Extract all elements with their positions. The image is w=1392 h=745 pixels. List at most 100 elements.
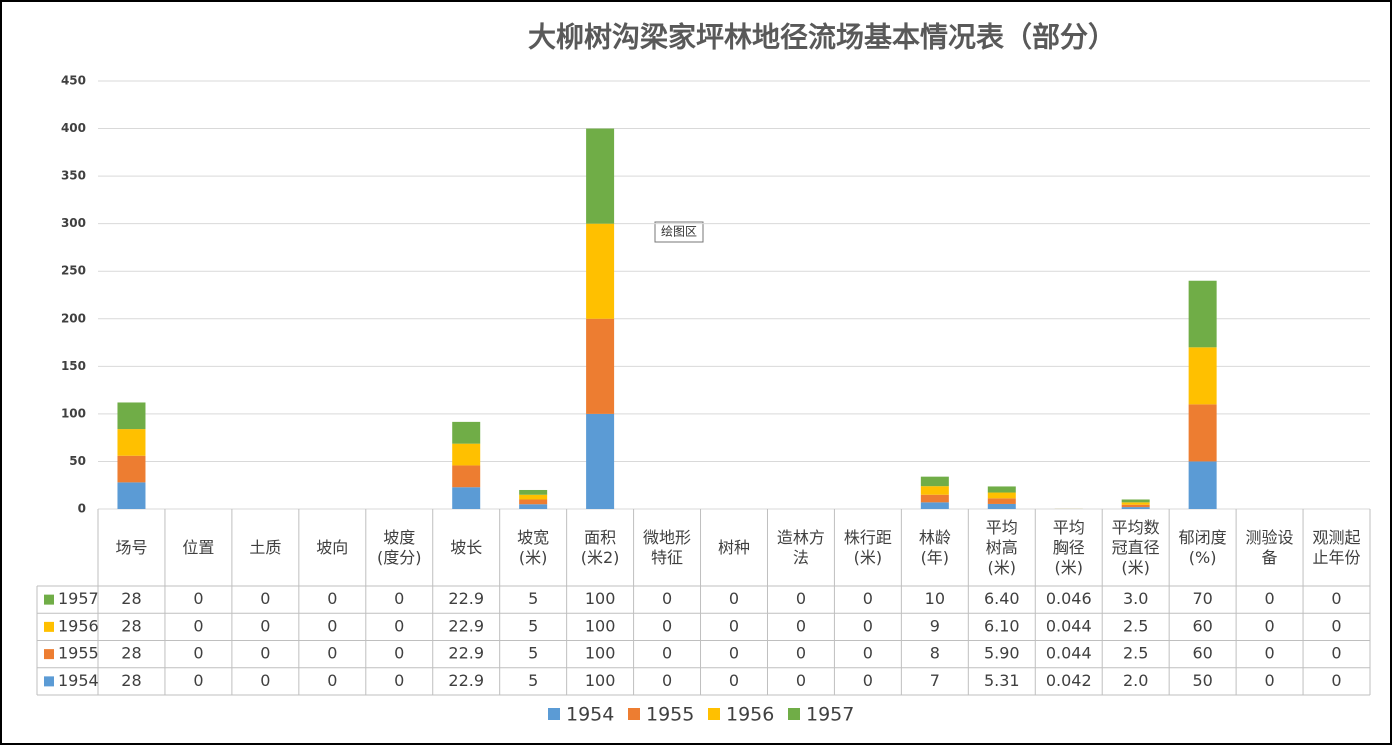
table-cell: 100 xyxy=(585,589,616,608)
bar xyxy=(519,504,548,509)
table-cell: 0 xyxy=(1331,589,1341,608)
bar xyxy=(452,443,481,466)
table-cell: 5.90 xyxy=(984,644,1020,663)
table-cell: 0 xyxy=(662,616,672,635)
category-label: 郁闭度 (%) xyxy=(1178,527,1227,567)
table-legend-key xyxy=(44,594,54,605)
category-label: 土质 xyxy=(249,537,282,557)
category-label: 造林方 法 xyxy=(776,527,825,567)
legend-key xyxy=(628,708,640,720)
table-cell: 0.044 xyxy=(1046,644,1092,663)
table-cell: 0 xyxy=(796,589,806,608)
bar xyxy=(987,498,1016,504)
table-cell: 50 xyxy=(1192,671,1212,690)
table-cell: 0 xyxy=(193,589,203,608)
table-cell: 0 xyxy=(394,589,404,608)
category-label: 平均 胸径 (米) xyxy=(1052,517,1085,577)
table-cell: 0 xyxy=(1264,616,1274,635)
category-label: 坡度 (度分) xyxy=(377,527,422,567)
bar xyxy=(1188,461,1217,509)
table-cell: 22.9 xyxy=(448,644,484,663)
table-cell: 8 xyxy=(930,644,940,663)
table-cell: 0 xyxy=(729,644,739,663)
table-cell: 60 xyxy=(1192,644,1212,663)
table-cell: 0 xyxy=(394,671,404,690)
table-cell: 28 xyxy=(121,671,141,690)
table-cell: 100 xyxy=(585,644,616,663)
table-cell: 5 xyxy=(528,616,538,635)
table-series-label: 1957 xyxy=(58,589,99,608)
bar xyxy=(1121,507,1150,509)
table-cell: 0 xyxy=(193,644,203,663)
table-cell: 0 xyxy=(1264,589,1274,608)
bar xyxy=(987,486,1016,493)
bar xyxy=(117,455,146,483)
table-cell: 2.5 xyxy=(1123,616,1148,635)
table-cell: 0 xyxy=(394,644,404,663)
bar xyxy=(452,487,481,509)
y-tick-label: 200 xyxy=(61,311,86,325)
bar xyxy=(920,494,949,503)
bar xyxy=(519,489,548,495)
y-tick-label: 150 xyxy=(61,359,86,373)
bar xyxy=(987,492,1016,499)
table-cell: 0.044 xyxy=(1046,616,1092,635)
y-tick-label: 50 xyxy=(69,454,86,468)
bar xyxy=(452,465,481,488)
y-tick-label: 450 xyxy=(61,74,86,88)
tooltip: 绘图区 xyxy=(661,224,697,239)
bar xyxy=(586,128,615,224)
bar xyxy=(1121,504,1150,508)
table-cell: 5.31 xyxy=(984,671,1020,690)
bar xyxy=(1188,347,1217,405)
category-label: 平均 树高 (米) xyxy=(985,517,1018,577)
table-cell: 0 xyxy=(1331,644,1341,663)
y-tick-label: 350 xyxy=(61,169,86,183)
table-cell: 28 xyxy=(121,644,141,663)
legend-key xyxy=(548,708,560,720)
table-cell: 0 xyxy=(662,644,672,663)
table-cell: 22.9 xyxy=(448,616,484,635)
category-label: 树种 xyxy=(717,537,750,557)
category-label: 测验设 备 xyxy=(1245,527,1294,567)
category-label: 观测起 止年份 xyxy=(1312,527,1361,567)
table-cell: 60 xyxy=(1192,616,1212,635)
category-label: 坡向 xyxy=(316,537,349,557)
y-tick-label: 250 xyxy=(61,264,86,278)
category-label: 微地形 特征 xyxy=(643,527,692,567)
table-cell: 0 xyxy=(327,671,337,690)
table-cell: 28 xyxy=(121,616,141,635)
table-cell: 22.9 xyxy=(448,589,484,608)
bar xyxy=(1188,280,1217,348)
table-cell: 100 xyxy=(585,671,616,690)
bar xyxy=(117,402,146,430)
bar xyxy=(920,476,949,487)
table-cell: 0 xyxy=(1264,644,1274,663)
bar xyxy=(117,482,146,509)
table-cell: 5 xyxy=(528,589,538,608)
table-cell: 0.046 xyxy=(1046,589,1092,608)
bar xyxy=(920,486,949,495)
table-cell: 0 xyxy=(193,616,203,635)
table-cell: 7 xyxy=(930,671,940,690)
legend-key xyxy=(788,708,800,720)
table-cell: 0 xyxy=(662,671,672,690)
table-cell: 0 xyxy=(729,671,739,690)
table-cell: 6.40 xyxy=(984,589,1020,608)
table-cell: 0 xyxy=(327,589,337,608)
table-cell: 5 xyxy=(528,644,538,663)
table-cell: 28 xyxy=(121,589,141,608)
table-legend-key xyxy=(44,621,54,632)
table-cell: 2.5 xyxy=(1123,644,1148,663)
y-tick-label: 400 xyxy=(61,121,86,135)
table-series-label: 1954 xyxy=(58,671,99,690)
bar xyxy=(920,502,949,509)
tooltip-box xyxy=(654,221,704,243)
y-tick-label: 300 xyxy=(61,216,86,230)
table-cell: 70 xyxy=(1192,589,1212,608)
bar xyxy=(1121,499,1150,503)
table-cell: 0 xyxy=(863,644,873,663)
table-cell: 0 xyxy=(796,616,806,635)
